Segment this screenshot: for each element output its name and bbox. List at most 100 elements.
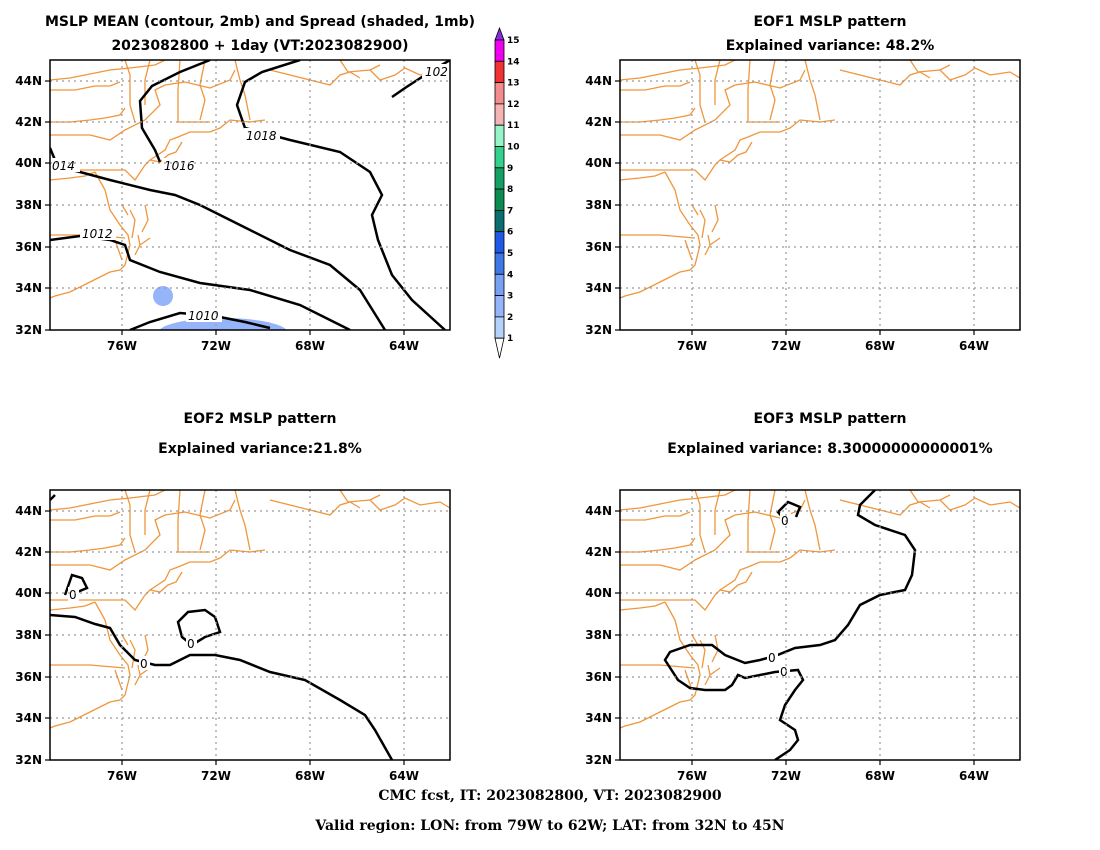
contour-label-1016: 1016	[164, 159, 195, 173]
lat-tick-label: 42N	[585, 115, 612, 129]
panel1-map: 102 1018 014 1016 1012 1010	[50, 60, 450, 330]
colorbar-tick-label: 15	[507, 36, 520, 46]
lon-tick-label: 68W	[295, 769, 325, 783]
map-frame	[619, 59, 1021, 331]
colorbar-segment	[494, 252, 505, 275]
lat-tick-label: 44N	[585, 504, 612, 518]
panel2-title-line2: Explained variance: 48.2%	[725, 38, 935, 54]
lat-tick-label: 44N	[15, 74, 42, 88]
lat-tick-label: 36N	[585, 240, 612, 254]
zero-contour-label-3: 0	[187, 637, 195, 651]
panel1-title-line2: 2023082800 + 1day (VT:2023082900)	[111, 38, 409, 54]
lat-tick-label: 34N	[585, 281, 612, 295]
colorbar-tick-label: 9	[507, 164, 513, 174]
colorbar-tick-label: 3	[507, 292, 513, 302]
map-frame	[619, 489, 1021, 761]
colorbar-tick-label: 6	[507, 228, 513, 238]
lat-tick-label: 32N	[585, 323, 612, 337]
zero-contour-label-2: 0	[140, 657, 148, 671]
lat-tick-label: 32N	[585, 753, 612, 767]
lat-tick-label: 38N	[15, 628, 42, 642]
lat-tick-label: 38N	[585, 198, 612, 212]
lat-tick-label: 42N	[15, 115, 42, 129]
lat-tick-label: 42N	[585, 545, 612, 559]
colorbar-segment	[494, 60, 505, 83]
panel3-title-line1: EOF2 MSLP pattern	[183, 411, 337, 427]
colorbar-segment	[494, 39, 505, 62]
lat-tick-label: 36N	[15, 240, 42, 254]
lon-tick-label: 76W	[107, 769, 137, 783]
colorbar-bottom-arrow	[494, 337, 505, 359]
lat-tick-label: 36N	[585, 670, 612, 684]
lat-tick-label: 38N	[585, 628, 612, 642]
zero-contour-label-4: 0	[768, 651, 776, 665]
colorbar-segment	[494, 188, 505, 211]
panel2-title: EOF1 MSLP pattern Explained variance: 48…	[620, 10, 1040, 58]
colorbar-top-arrow	[494, 26, 505, 41]
colorbar-segment	[494, 231, 505, 254]
panel1-title: MSLP MEAN (contour, 2mb) and Spread (sha…	[0, 10, 520, 58]
panel3-title-line2: Explained variance:21.8%	[158, 441, 362, 457]
colorbar-segment	[494, 167, 505, 190]
lon-tick-label: 64W	[389, 339, 419, 353]
lon-tick-label: 76W	[677, 339, 707, 353]
panel4-title-line2: Explained variance: 8.30000000000001%	[667, 441, 993, 457]
colorbar-segment	[494, 103, 505, 126]
lon-tick-label: 68W	[865, 339, 895, 353]
colorbar-segment	[494, 316, 505, 339]
lat-tick-label: 36N	[15, 670, 42, 684]
panel3-map: 0 0 0	[50, 490, 450, 760]
lon-tick-label: 68W	[865, 769, 895, 783]
lon-tick-label: 76W	[677, 769, 707, 783]
lat-tick-label: 42N	[15, 545, 42, 559]
lon-tick-label: 76W	[107, 339, 137, 353]
colorbar-tick-label: 5	[507, 249, 513, 259]
lat-tick-label: 38N	[15, 198, 42, 212]
footer-line1: CMC fcst, IT: 2023082800, VT: 2023082900	[378, 788, 722, 804]
colorbar-tick-label: 13	[507, 79, 520, 89]
colorbar-tick-label: 14	[507, 57, 520, 67]
eof2-contours	[50, 494, 394, 760]
lat-tick-label: 40N	[585, 586, 612, 600]
panel2-title-line1: EOF1 MSLP pattern	[753, 14, 907, 30]
lon-tick-label: 72W	[201, 339, 231, 353]
mslp-contours	[50, 60, 450, 330]
colorbar-tick-label: 12	[507, 100, 520, 110]
lat-tick-label: 34N	[15, 711, 42, 725]
panel4-title: EOF3 MSLP pattern Explained variance: 8.…	[620, 404, 1040, 464]
lat-tick-label: 44N	[585, 74, 612, 88]
zero-contour-label-5: 0	[780, 665, 788, 679]
lon-tick-label: 72W	[771, 769, 801, 783]
lon-tick-label: 64W	[959, 339, 989, 353]
panel4-map: 0 0 0	[620, 490, 1020, 760]
lat-tick-label: 44N	[15, 504, 42, 518]
contour-label-1018: 1018	[246, 129, 277, 143]
colorbar-segment	[494, 124, 505, 147]
lat-tick-label: 40N	[15, 586, 42, 600]
lat-tick-label: 40N	[15, 156, 42, 170]
colorbar-tick-label: 1	[507, 334, 513, 344]
colorbar-segment	[494, 209, 505, 233]
lat-tick-label: 32N	[15, 753, 42, 767]
lat-tick-label: 34N	[15, 281, 42, 295]
colorbar-tick-label: 11	[507, 121, 520, 131]
colorbar-segment	[494, 295, 505, 318]
panel4-title-line1: EOF3 MSLP pattern	[753, 411, 907, 427]
colorbar-tick-label: 8	[507, 185, 513, 195]
map-frame	[49, 489, 451, 761]
colorbar-segment	[494, 82, 505, 105]
lon-tick-label: 72W	[771, 339, 801, 353]
eof3-contours	[663, 490, 917, 760]
colorbar-tick-label: 2	[507, 313, 513, 323]
lon-tick-label: 64W	[389, 769, 419, 783]
colorbar-tick-label: 4	[507, 270, 513, 280]
lat-tick-label: 32N	[15, 323, 42, 337]
zero-contour-label-1: 0	[69, 588, 77, 602]
panel3-title: EOF2 MSLP pattern Explained variance:21.…	[50, 404, 470, 464]
panel1-title-line1: MSLP MEAN (contour, 2mb) and Spread (sha…	[45, 14, 475, 30]
colorbar-segment	[494, 146, 505, 169]
lat-tick-label: 40N	[585, 156, 612, 170]
spread-shade-1	[153, 286, 173, 306]
lon-tick-label: 68W	[295, 339, 325, 353]
